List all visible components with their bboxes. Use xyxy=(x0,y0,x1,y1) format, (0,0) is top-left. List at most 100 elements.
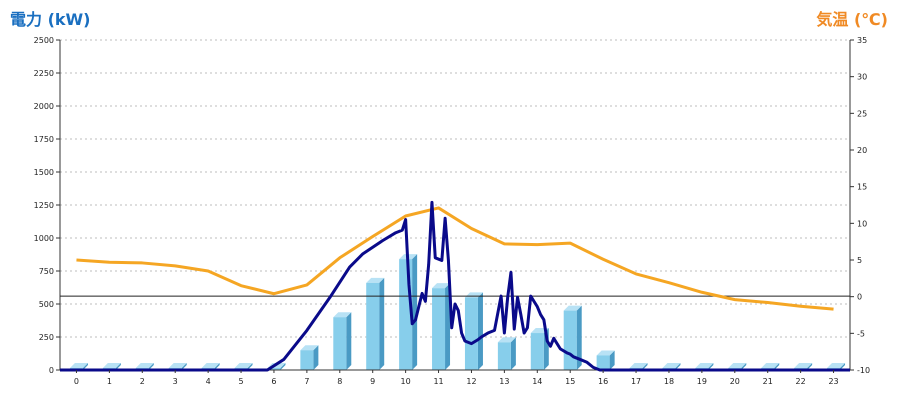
bar-top xyxy=(794,363,813,369)
bar xyxy=(366,282,380,370)
bar xyxy=(530,333,544,370)
bar-side xyxy=(609,350,615,370)
left-tick-label: 250 xyxy=(39,333,54,342)
left-tick-label: 750 xyxy=(39,267,54,276)
bar-top xyxy=(662,363,681,369)
right-tick-label: -5 xyxy=(857,329,865,338)
bar-top xyxy=(827,363,846,369)
bar-top xyxy=(761,363,780,369)
right-tick-label: -10 xyxy=(857,366,870,375)
bar-top xyxy=(333,312,352,318)
bar xyxy=(497,342,511,370)
bar xyxy=(432,288,446,370)
right-tick-label: 5 xyxy=(857,256,862,265)
x-tick-label: 18 xyxy=(664,377,674,386)
x-tick-label: 19 xyxy=(697,377,707,386)
left-tick-label: 500 xyxy=(39,300,54,309)
x-tick-label: 6 xyxy=(271,377,276,386)
bar-top xyxy=(135,363,154,369)
x-tick-label: 12 xyxy=(466,377,476,386)
left-axis-title: 電力 (kW) xyxy=(10,10,91,29)
temperature-line xyxy=(76,206,834,311)
right-tick-label: 10 xyxy=(857,219,867,228)
bar-side xyxy=(840,363,846,370)
bar-side xyxy=(148,363,154,370)
left-tick-label: 2250 xyxy=(34,69,54,78)
bar-top xyxy=(201,363,220,369)
x-tick-label: 21 xyxy=(763,377,773,386)
x-tick-label: 20 xyxy=(730,377,740,386)
bar-top xyxy=(695,363,714,369)
right-tick-label: 25 xyxy=(857,109,867,118)
right-tick-label: 35 xyxy=(857,36,867,45)
x-tick-label: 8 xyxy=(337,377,342,386)
bar-side xyxy=(741,363,747,370)
bar-top xyxy=(629,363,648,369)
x-tick-label: 9 xyxy=(370,377,375,386)
bar-side xyxy=(379,277,385,370)
left-tick-label: 2000 xyxy=(34,102,54,111)
right-tick-label: 20 xyxy=(857,146,867,155)
bar-top xyxy=(728,363,747,369)
bar-top xyxy=(497,337,516,343)
bar-top xyxy=(234,363,253,369)
x-tick-label: 16 xyxy=(598,377,608,386)
bar xyxy=(464,297,478,370)
right-axis-title: 気温 (℃) xyxy=(816,10,888,29)
tick-labels: 02505007501000125015001750200022502500-1… xyxy=(34,36,870,386)
x-tick-label: 17 xyxy=(631,377,641,386)
x-tick-label: 10 xyxy=(401,377,411,386)
bar xyxy=(596,355,610,370)
bar-side xyxy=(642,363,648,370)
x-tick-label: 15 xyxy=(565,377,575,386)
x-tick-label: 0 xyxy=(74,377,79,386)
line-series xyxy=(60,200,850,372)
x-tick-label: 11 xyxy=(433,377,443,386)
x-tick-label: 13 xyxy=(499,377,509,386)
bar-side xyxy=(477,292,483,370)
bar-side xyxy=(708,363,714,370)
bar-side xyxy=(774,363,780,370)
bar-side xyxy=(675,363,681,370)
bar-top xyxy=(69,363,88,369)
bar-side xyxy=(510,337,516,370)
grid xyxy=(60,39,850,338)
x-tick-label: 2 xyxy=(140,377,145,386)
bar-top xyxy=(102,363,121,369)
bar-series xyxy=(69,254,846,370)
left-tick-label: 1500 xyxy=(34,168,54,177)
bar xyxy=(333,317,347,370)
right-tick-label: 0 xyxy=(857,293,862,302)
bar-side xyxy=(82,363,88,370)
left-tick-label: 1750 xyxy=(34,135,54,144)
left-tick-label: 2500 xyxy=(34,36,54,45)
x-tick-label: 5 xyxy=(238,377,243,386)
bar-top xyxy=(596,350,615,356)
bar-side xyxy=(115,363,121,370)
bar-side xyxy=(346,312,352,370)
left-tick-label: 0 xyxy=(49,366,54,375)
left-tick-label: 1000 xyxy=(34,234,54,243)
right-tick-label: 15 xyxy=(857,183,867,192)
x-tick-label: 23 xyxy=(828,377,838,386)
x-tick-label: 4 xyxy=(206,377,211,386)
bar-top xyxy=(300,345,319,351)
right-tick-label: 30 xyxy=(857,73,867,82)
bar-side xyxy=(412,254,418,370)
bar-side xyxy=(280,363,286,370)
power-line xyxy=(60,200,850,372)
bar-side xyxy=(247,363,253,370)
bar-side xyxy=(576,305,582,370)
x-tick-label: 22 xyxy=(796,377,806,386)
bar-top xyxy=(563,305,582,311)
bar-side xyxy=(445,283,451,370)
x-tick-label: 7 xyxy=(304,377,309,386)
bar-side xyxy=(214,363,220,370)
bar-side xyxy=(807,363,813,370)
bar xyxy=(300,350,314,370)
bar-top xyxy=(366,277,385,283)
x-tick-label: 1 xyxy=(107,377,112,386)
bar-side xyxy=(181,363,187,370)
bar xyxy=(267,368,281,370)
